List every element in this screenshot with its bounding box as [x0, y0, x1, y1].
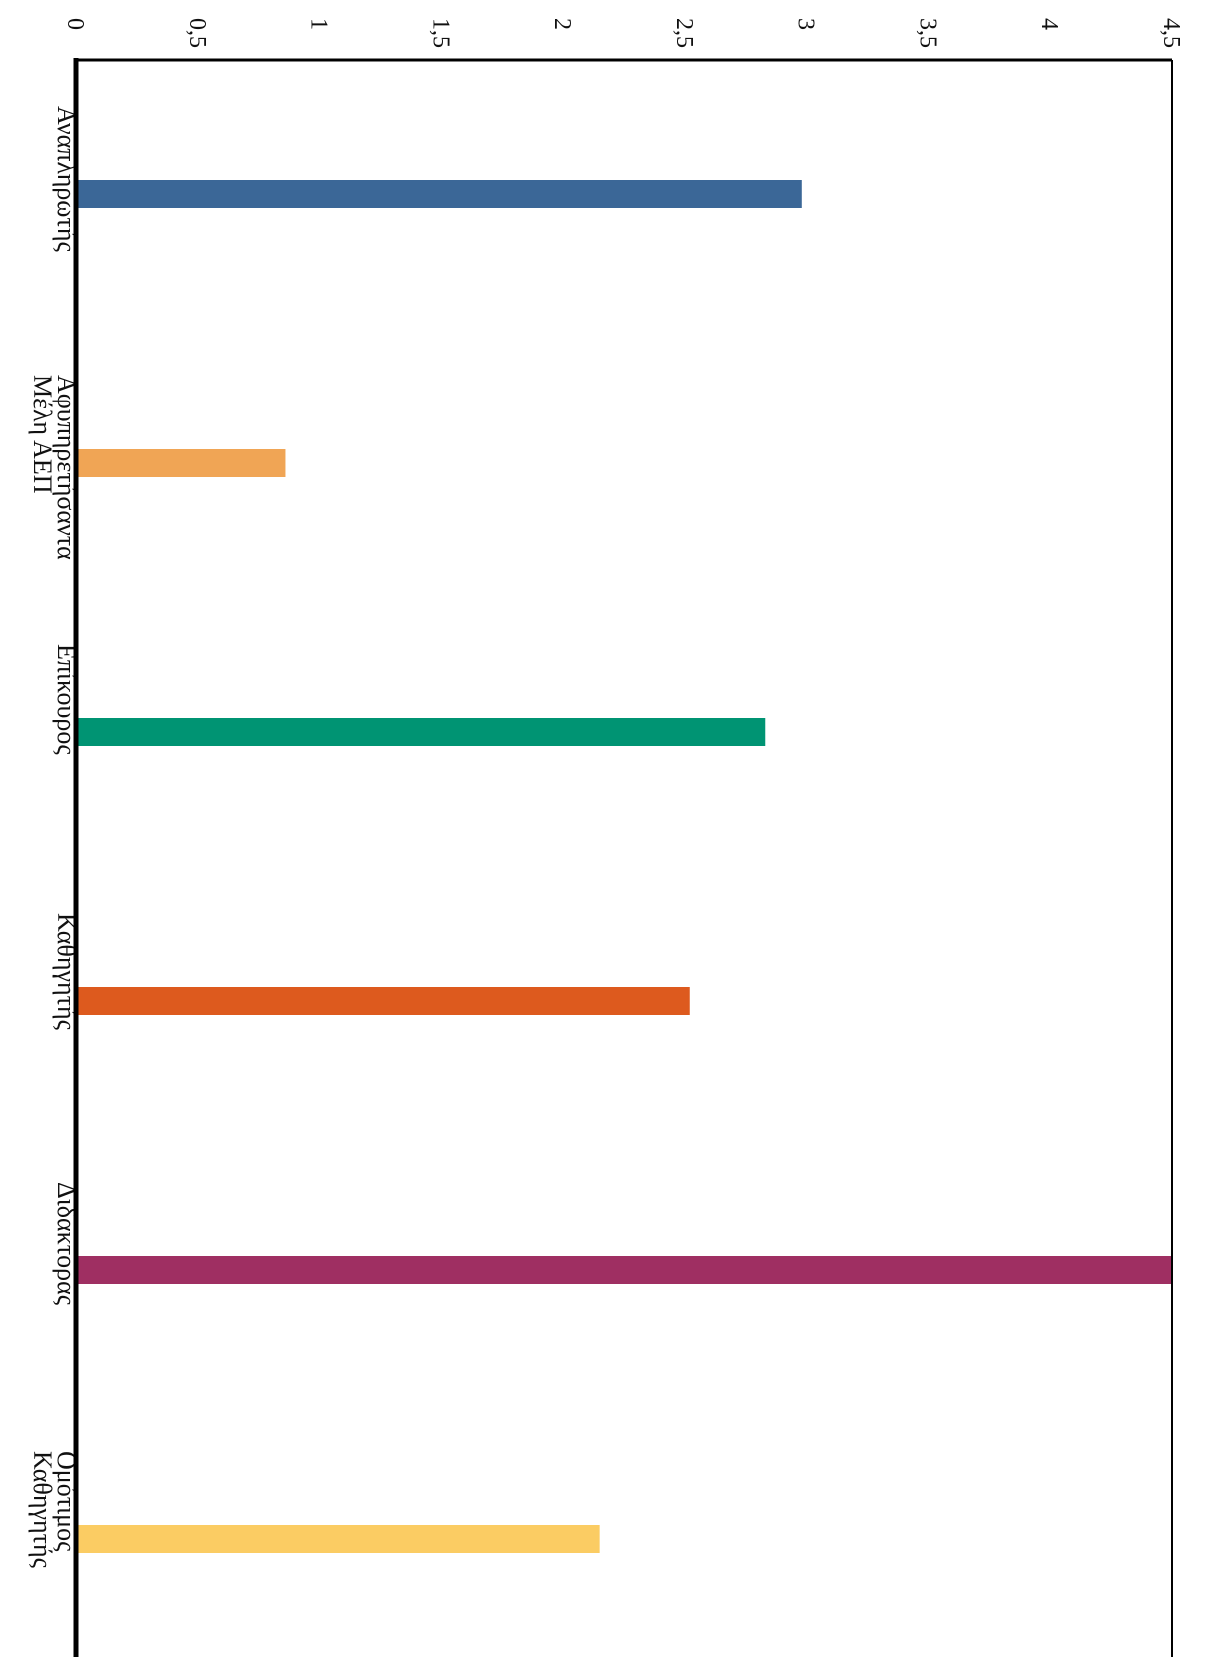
bar-2 [76, 449, 286, 477]
category-label-2-line-2: Μέλη ΑΕΠ [28, 375, 57, 494]
bar-6 [76, 1525, 600, 1553]
tick-label-0: 0 [62, 18, 88, 30]
bars [76, 180, 1172, 1553]
tick-label-9: 4,5 [1158, 18, 1184, 48]
bar-4 [76, 987, 690, 1015]
tick-label-1: 0,5 [184, 18, 210, 48]
tick-label-8: 4 [1036, 18, 1062, 30]
value-axis-ticks: 0 0,5 1 1,5 2 2,5 3 3,5 4 4,5 [62, 18, 1184, 48]
tick-label-2: 1 [306, 18, 332, 30]
tick-label-7: 3,5 [914, 18, 940, 48]
tick-label-3: 1,5 [427, 18, 453, 48]
category-label-6-line-2: Καθηγητής [28, 1451, 57, 1569]
tick-label-6: 3 [793, 18, 819, 30]
tick-label-4: 2 [549, 18, 575, 30]
tick-label-5: 2,5 [671, 18, 697, 48]
bar-1 [76, 180, 802, 208]
bar-5 [76, 1256, 1172, 1284]
bar-3 [76, 718, 766, 746]
